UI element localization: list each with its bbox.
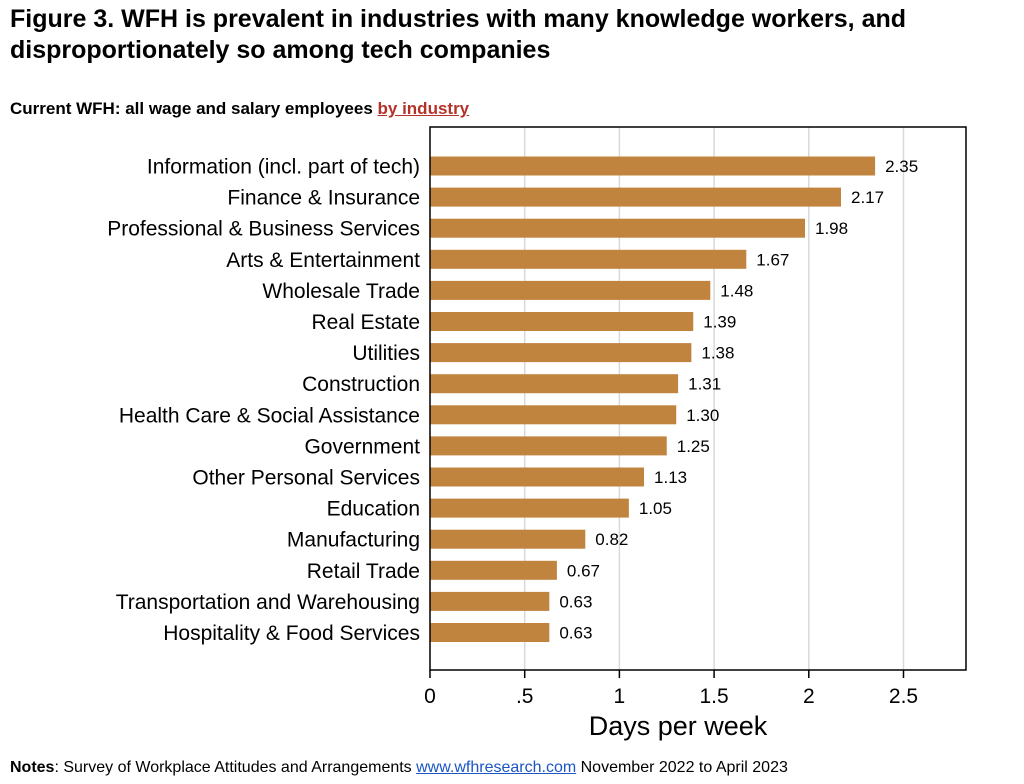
x-tick-label-2: 1 bbox=[614, 685, 626, 708]
value-label-1: 2.17 bbox=[851, 188, 884, 207]
value-label-2: 1.98 bbox=[815, 219, 848, 238]
x-tick-label-4: 2 bbox=[803, 685, 815, 708]
bar-11 bbox=[430, 498, 629, 518]
category-label-6: Utilities bbox=[352, 342, 420, 365]
bar-7 bbox=[430, 374, 679, 394]
bar-14 bbox=[430, 591, 550, 611]
chart-notes: Notes: Survey of Workplace Attitudes and… bbox=[10, 758, 788, 778]
category-label-13: Retail Trade bbox=[307, 560, 420, 583]
bar-2 bbox=[430, 218, 806, 238]
figure-title-line2: disproportionately so among tech compani… bbox=[10, 36, 551, 64]
category-label-7: Construction bbox=[302, 373, 420, 396]
value-label-4: 1.48 bbox=[720, 281, 753, 300]
x-tick-label-1: .5 bbox=[516, 685, 534, 708]
category-label-1: Finance & Insurance bbox=[227, 187, 420, 210]
value-label-9: 1.25 bbox=[677, 437, 710, 456]
bar-4 bbox=[430, 280, 711, 300]
category-label-15: Hospitality & Food Services bbox=[163, 622, 420, 645]
value-label-10: 1.13 bbox=[654, 468, 687, 487]
category-label-9: Government bbox=[304, 435, 420, 458]
category-label-5: Real Estate bbox=[311, 311, 420, 334]
category-label-11: Education bbox=[327, 498, 420, 521]
bar-8 bbox=[430, 405, 677, 425]
category-label-8: Health Care & Social Assistance bbox=[119, 404, 420, 427]
plot-frame bbox=[429, 126, 967, 671]
figure-title: Figure 3. WFH is prevalent in industries… bbox=[10, 4, 1010, 66]
by-industry-link[interactable]: by industry bbox=[377, 99, 470, 118]
wfhresearch-link[interactable]: www.wfhresearch.com bbox=[416, 759, 577, 776]
value-label-0: 2.35 bbox=[885, 157, 918, 176]
category-label-10: Other Personal Services bbox=[192, 467, 420, 490]
value-label-11: 1.05 bbox=[639, 499, 672, 518]
value-label-14: 0.63 bbox=[559, 592, 592, 611]
category-label-2: Professional & Business Services bbox=[107, 218, 420, 241]
chart-subtitle-text: Current WFH: all wage and salary employe… bbox=[10, 99, 378, 118]
category-label-4: Wholesale Trade bbox=[262, 280, 420, 303]
x-tick-label-0: 0 bbox=[424, 685, 436, 708]
value-label-13: 0.67 bbox=[567, 561, 600, 580]
notes-text: : Survey of Workplace Attitudes and Arra… bbox=[54, 759, 417, 776]
figure-title-line1: Figure 3. WFH is prevalent in industries… bbox=[10, 5, 907, 33]
bar-5 bbox=[430, 312, 694, 331]
bar-13 bbox=[430, 560, 557, 580]
category-label-0: Information (incl. part of tech) bbox=[147, 156, 420, 179]
bar-10 bbox=[430, 467, 645, 487]
x-tick-label-3: 1.5 bbox=[699, 685, 728, 708]
bar-chart: Information (incl. part of tech) 2.35 Fina… bbox=[107, 126, 967, 741]
category-label-14: Transportation and Warehousing bbox=[116, 591, 420, 614]
notes-date-range: November 2022 to April 2023 bbox=[576, 759, 788, 776]
category-label-12: Manufacturing bbox=[287, 529, 420, 552]
value-label-6: 1.38 bbox=[701, 344, 734, 363]
value-label-8: 1.30 bbox=[686, 406, 719, 425]
bar-15 bbox=[430, 623, 550, 642]
value-label-3: 1.67 bbox=[756, 250, 789, 269]
bar-3 bbox=[430, 249, 747, 269]
x-axis-title: Days per week bbox=[589, 711, 768, 741]
notes-label: Notes bbox=[10, 759, 55, 776]
x-tick-label-5: 2.5 bbox=[889, 685, 918, 708]
bar-0 bbox=[430, 156, 876, 176]
bar-12 bbox=[430, 529, 586, 549]
chart-subtitle: Current WFH: all wage and salary employe… bbox=[10, 98, 469, 120]
value-label-12: 0.82 bbox=[595, 530, 628, 549]
bar-9 bbox=[430, 436, 667, 456]
value-label-7: 1.31 bbox=[688, 375, 721, 394]
value-label-15: 0.63 bbox=[559, 624, 592, 643]
category-label-3: Arts & Entertainment bbox=[226, 249, 420, 272]
bar-6 bbox=[430, 343, 692, 363]
value-label-5: 1.39 bbox=[703, 313, 736, 332]
bar-1 bbox=[430, 187, 841, 207]
